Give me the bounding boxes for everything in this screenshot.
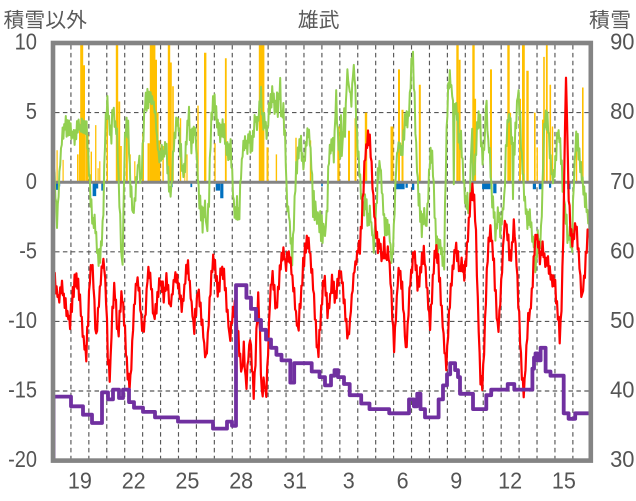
svg-text:40: 40 [610,377,634,403]
svg-text:22: 22 [122,468,146,494]
svg-text:50: 50 [610,307,634,333]
svg-text:80: 80 [610,98,634,124]
svg-text:-15: -15 [8,377,37,403]
svg-text:19: 19 [68,468,92,494]
svg-text:-10: -10 [8,307,37,333]
svg-text:90: 90 [610,29,634,55]
svg-text:9: 9 [450,468,462,494]
svg-text:60: 60 [610,237,634,263]
svg-text:10: 10 [15,29,37,55]
svg-text:3: 3 [343,468,355,494]
svg-text:25: 25 [175,468,199,494]
svg-text:30: 30 [610,446,634,472]
svg-text:70: 70 [610,168,634,194]
svg-text:6: 6 [397,468,409,494]
svg-text:12: 12 [498,468,522,494]
svg-text:28: 28 [229,468,253,494]
svg-text:-5: -5 [19,237,37,263]
svg-text:-20: -20 [8,446,37,472]
svg-text:31: 31 [283,468,307,494]
svg-text:5: 5 [26,98,37,124]
svg-text:15: 15 [552,468,576,494]
svg-text:0: 0 [26,168,37,194]
